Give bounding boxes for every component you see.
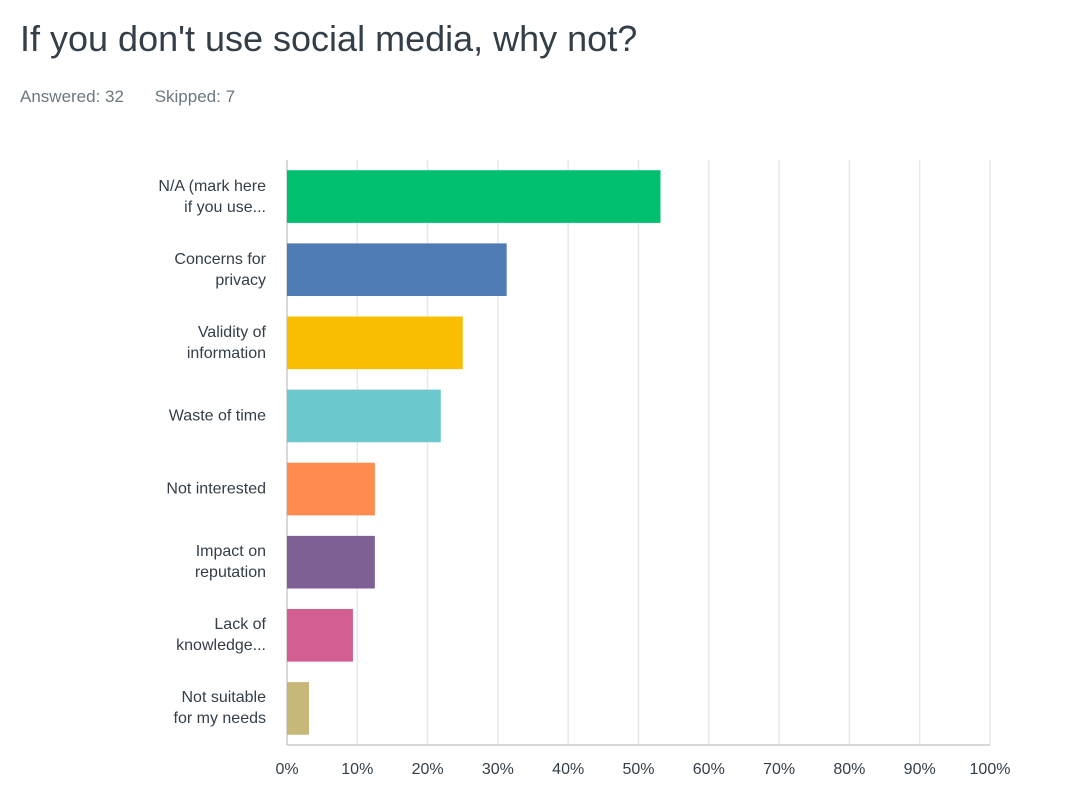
x-tick-label: 80% [833, 761, 865, 778]
x-tick-label: 0% [275, 761, 298, 778]
x-tick-label: 10% [341, 761, 373, 778]
bar [287, 462, 375, 516]
bar [287, 243, 507, 297]
category-label: Validity of information [186, 323, 266, 362]
bar [287, 535, 375, 589]
category-label: Waste of time [168, 407, 266, 425]
bar [287, 682, 310, 735]
x-tick-label: 60% [693, 761, 725, 778]
x-tick-label: 40% [552, 761, 584, 778]
x-tick-label: 90% [904, 761, 936, 778]
bar [287, 316, 463, 370]
response-stats: Answered: 32 Skipped: 7 [20, 87, 261, 107]
x-tick-label: 50% [622, 761, 654, 778]
answered-count: Answered: 32 [20, 87, 124, 106]
bar [287, 389, 441, 443]
x-tick-label: 20% [412, 761, 444, 778]
category-label: Impact on reputation [194, 543, 266, 582]
category-label: Not suitable for my needs [173, 689, 266, 728]
bar [287, 608, 353, 662]
skipped-count: Skipped: 7 [154, 87, 236, 106]
category-label: Lack of knowledge... [176, 616, 266, 655]
chart-title: If you don't use social media, why not? [20, 18, 638, 59]
x-tick-label: 30% [482, 761, 514, 778]
x-tick-label: 70% [763, 761, 795, 778]
x-tick-label: 100% [970, 761, 1011, 778]
category-label: Not interested [166, 480, 266, 498]
bar [287, 170, 661, 223]
category-label: N/A (mark here if you use... [158, 177, 266, 216]
category-label: Concerns for privacy [174, 250, 266, 289]
